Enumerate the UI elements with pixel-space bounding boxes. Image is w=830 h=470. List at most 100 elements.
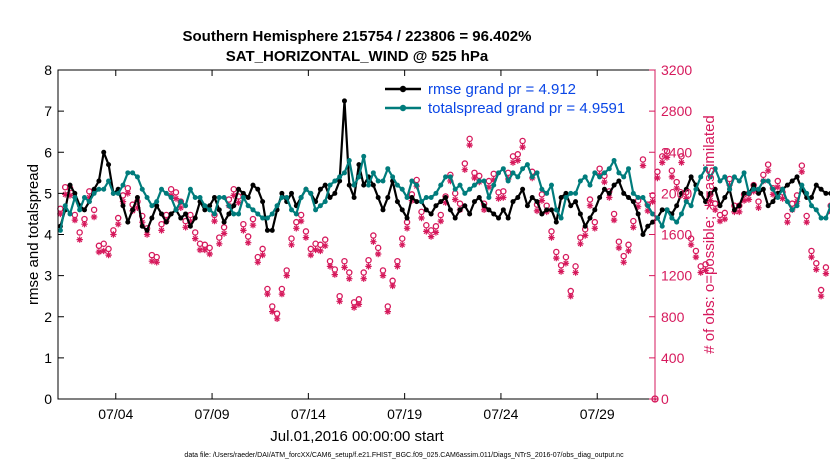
rmse-point [703,199,709,205]
rmse-point [106,162,112,168]
totalspread-point [409,178,415,184]
totalspread-point [505,178,511,184]
totalspread-point [659,223,665,229]
possible-obs-point [808,247,815,255]
totalspread-point [67,211,73,217]
possible-obs-point [668,167,676,175]
assimilated-obs-point [461,166,468,173]
totalspread-point [746,190,752,196]
totalspread-point [289,207,295,213]
possible-obs-point [461,160,469,167]
assimilated-obs-point [687,241,695,248]
assimilated-obs-point [538,197,546,204]
possible-obs-point [630,217,637,225]
rmse-point [496,215,502,221]
totalspread-point [587,182,593,188]
assimilated-obs-point [447,177,454,185]
assimilated-obs-point [692,253,700,261]
possible-obs-point [774,177,782,185]
totalspread-point [722,174,728,180]
left-y-tick-label: 4 [44,227,52,243]
assimilated-obs-point [158,227,165,234]
assimilated-obs-point [322,242,329,249]
rmse-point [765,203,771,209]
totalspread-point [313,207,319,213]
totalspread-point [86,199,92,205]
possible-obs-point [346,269,353,276]
totalspread-point [818,215,824,221]
totalspread-point [808,203,814,209]
rmse-point [486,207,492,213]
right-y-tick-label: 0 [661,391,669,407]
totalspread-point [279,194,285,200]
possible-obs-point [100,240,107,248]
assimilated-obs-point [317,247,324,255]
rmse-point [351,194,357,200]
totalspread-point [226,203,232,209]
assimilated-obs-point [273,315,281,322]
totalspread-point [443,174,449,180]
possible-obs-point [548,228,555,235]
assimilated-obs-point [557,268,565,275]
rmse-point [808,194,814,200]
rmse-point [577,211,583,217]
assimilated-obs-point [148,258,156,265]
right-y-tick-label: 400 [661,350,685,366]
totalspread-point [510,170,516,176]
assimilated-obs-point [485,184,493,191]
assimilated-obs-point [442,199,449,206]
assimilated-obs-point [124,190,131,197]
possible-obs-point [249,215,257,223]
right-y-tick-label: 1600 [661,227,692,243]
totalspread-point [173,207,179,213]
rmse-point [505,215,511,221]
possible-obs-point [615,238,623,245]
rmse-point [125,219,131,225]
plot-area [58,70,655,399]
assimilated-obs-point [302,234,310,241]
possible-obs-point [370,232,377,239]
right-y-tick-label: 2400 [661,144,692,160]
possible-obs-point [302,228,310,235]
totalspread-point [447,174,453,180]
possible-obs-point [572,263,579,270]
rmse-point [337,178,343,184]
possible-obs-point [317,241,324,249]
possible-obs-point [240,220,247,228]
assimilated-obs-point [283,272,290,279]
left-y-tick-label: 7 [44,103,52,119]
totalspread-point [245,203,251,209]
totalspread-point [765,178,771,184]
possible-obs-point [365,256,372,264]
assimilated-obs-point [817,293,825,300]
assimilated-obs-point [779,195,786,202]
assimilated-obs-point [76,236,83,243]
totalspread-point [125,170,131,176]
left-y-tick-label: 1 [44,350,52,366]
assimilated-obs-point [182,224,189,231]
assimilated-obs-point [437,217,444,225]
rmse-point [813,182,819,188]
assimilated-obs-point [100,247,107,255]
totalspread-point [394,182,400,188]
assimilated-obs-point [346,275,353,282]
totalspread-point [337,174,343,180]
totalspread-point [548,182,554,188]
rmse-point [154,203,160,209]
assimilated-obs-point [119,198,127,205]
rmse-point [289,190,295,196]
possible-obs-point [172,189,180,196]
possible-obs-point [663,147,671,155]
left-y-axis-label: rmse and totalspread [25,164,42,305]
rmse-point [447,207,453,213]
totalspread-point [476,178,482,184]
rmse-point [356,162,362,168]
totalspread-point [736,178,742,184]
assimilated-obs-point [519,143,526,151]
rmse-point [67,182,73,188]
right-y-axis: 0 400 800 1200 1600 2000 2400 2800 3200 [649,62,692,407]
possible-obs-point [86,188,93,195]
possible-obs-point [76,229,83,236]
totalspread-point [139,186,145,192]
rmse-point [698,190,704,196]
